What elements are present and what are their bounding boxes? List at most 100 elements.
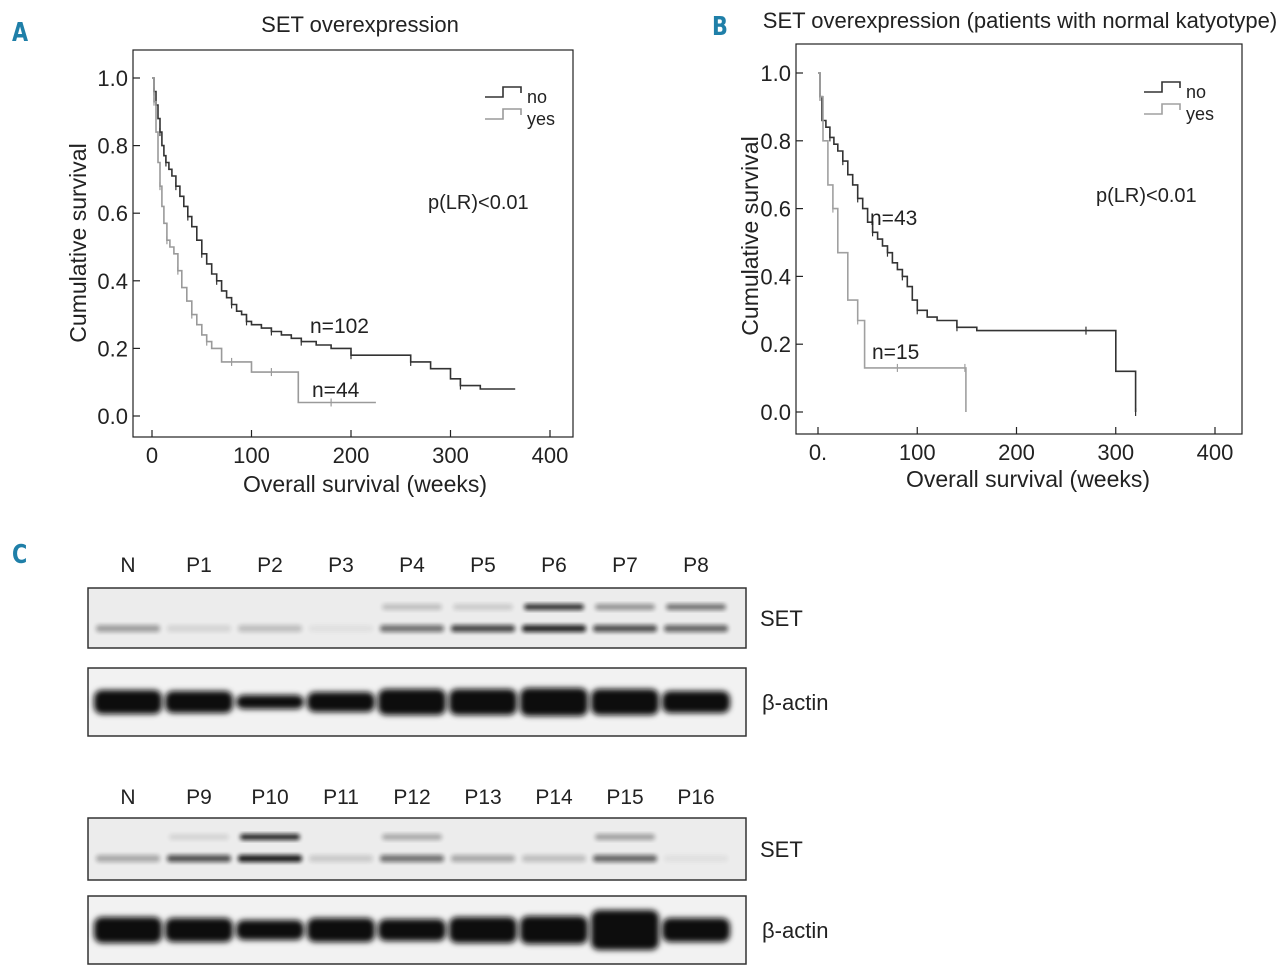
x-axis-label: Overall survival (weeks) [906, 466, 1150, 492]
set-band-lower [451, 625, 515, 632]
actin-label: β-actin [762, 918, 828, 943]
set-band-lower [380, 625, 444, 632]
lane-label: P5 [470, 554, 496, 577]
set-band-lower [664, 625, 728, 632]
legend-label-yes: yes [1186, 104, 1214, 124]
set-band-upper [382, 604, 442, 610]
x-tick-label: 300 [432, 443, 469, 468]
x-tick-label: 300 [1097, 440, 1134, 465]
legend-label-yes: yes [527, 109, 555, 129]
set-band-lower [522, 855, 586, 862]
x-axis-label: Overall survival (weeks) [243, 471, 487, 497]
y-axis-label: Cumulative survival [737, 136, 763, 335]
lane-label: P14 [535, 786, 573, 809]
lane-label: P3 [328, 554, 354, 577]
x-tick-label: 200 [998, 440, 1035, 465]
y-tick-label: 0.4 [760, 264, 791, 289]
panel-letter-b: B [712, 12, 728, 42]
lane-label: P2 [257, 554, 283, 577]
y-tick-label: 1.0 [97, 66, 128, 91]
y-tick-label: 0.8 [760, 129, 791, 154]
sample-size-label-yes: n=15 [872, 341, 919, 364]
set-band-lower [309, 855, 373, 862]
chart-title: SET overexpression [261, 12, 459, 37]
lane-label: P6 [541, 554, 567, 577]
lane-label: P10 [251, 786, 288, 809]
x-tick-label: 200 [333, 443, 370, 468]
actin-band [449, 917, 517, 943]
x-tick-label: 0. [809, 440, 827, 465]
set-membrane [87, 817, 747, 881]
sample-size-label-no: n=43 [870, 207, 917, 230]
set-band-lower [96, 855, 160, 862]
actin-band [378, 689, 446, 715]
p-value-annotation: p(LR)<0.01 [1096, 185, 1197, 207]
actin-band [591, 910, 659, 950]
set-band-lower [167, 625, 231, 632]
chart-title: SET overexpression (patients with normal… [763, 8, 1277, 33]
set-band-lower [593, 625, 657, 632]
lane-label: P12 [393, 786, 430, 809]
set-membrane [87, 587, 747, 649]
survival-curve-yes [818, 72, 967, 412]
actin-band [378, 919, 446, 941]
set-band-upper [169, 834, 229, 840]
y-tick-label: 0.0 [760, 400, 791, 425]
x-tick-label: 400 [1197, 440, 1234, 465]
actin-band [662, 918, 730, 942]
lane-label: P16 [677, 786, 714, 809]
actin-band [591, 689, 659, 715]
legend-swatch-no [485, 86, 522, 98]
legend-swatch-yes [1144, 103, 1181, 115]
lane-label: P8 [683, 554, 709, 577]
set-band-lower [309, 625, 373, 632]
legend-swatch-yes [485, 108, 522, 120]
legend-label-no: no [1186, 82, 1206, 102]
panel-letter-c: C [12, 540, 28, 570]
set-band-lower [96, 625, 160, 632]
plot-frame [132, 49, 574, 438]
y-tick-label: 0.8 [97, 134, 128, 159]
x-tick-label: 100 [233, 443, 270, 468]
set-band-lower [664, 855, 728, 862]
set-band-upper [453, 604, 513, 610]
x-tick-label: 0 [146, 443, 158, 468]
sample-size-label-yes: n=44 [312, 379, 360, 402]
y-axis-label: Cumulative survival [65, 143, 91, 342]
lane-label: P11 [323, 786, 359, 809]
y-tick-label: 0.6 [760, 197, 791, 222]
set-band-upper [595, 834, 655, 840]
set-label: SET [760, 837, 803, 862]
actin-band [165, 691, 233, 713]
set-band-lower [380, 855, 444, 862]
actin-band [236, 920, 304, 940]
actin-band [520, 916, 588, 944]
lane-label: P15 [606, 786, 643, 809]
survival-chart-a-svg: SET overexpression 0.0 0.2 0.4 0.6 0.8 1.0 0 100… [65, 12, 574, 497]
x-tick-label: 100 [899, 440, 936, 465]
set-band-upper [382, 834, 442, 840]
set-band-lower [522, 625, 586, 632]
actin-band [94, 690, 162, 714]
set-band-lower [167, 855, 231, 862]
set-band-upper [595, 604, 655, 610]
set-band-upper [666, 604, 726, 610]
y-tick-label: 0.2 [760, 332, 791, 357]
lane-label: P7 [612, 554, 638, 577]
actin-band [94, 917, 162, 943]
y-tick-label: 1.0 [760, 61, 791, 86]
actin-band [307, 918, 375, 942]
set-band-lower [238, 625, 302, 632]
lane-label: P13 [464, 786, 501, 809]
actin-band [520, 688, 588, 716]
plot-frame [795, 43, 1243, 435]
y-tick-label: 0.4 [97, 269, 128, 294]
set-band-lower [451, 855, 515, 862]
set-band-upper [240, 834, 300, 840]
lane-label: P1 [186, 554, 212, 577]
y-tick-label: 0.2 [97, 336, 128, 361]
sample-size-label-no: n=102 [310, 315, 369, 338]
actin-band [236, 695, 304, 709]
lane-label: P9 [186, 786, 212, 809]
survival-chart-b-svg: SET overexpression (patients with normal… [737, 8, 1277, 492]
